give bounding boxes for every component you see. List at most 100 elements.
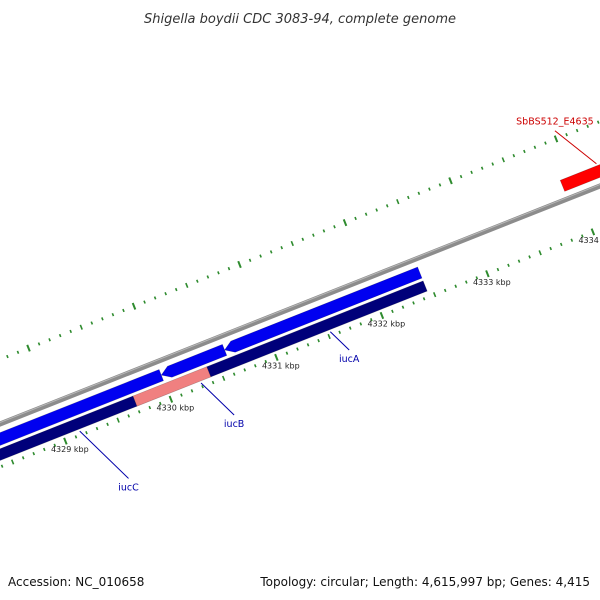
- label-iucB: iucB: [224, 419, 244, 430]
- gene-features: [0, 164, 600, 461]
- inner-tick: [159, 401, 162, 406]
- outer-tick: [16, 350, 20, 355]
- outer-tick: [553, 135, 559, 143]
- genome-backbone: [0, 183, 600, 427]
- scale-label-4333: 4333 kbp: [473, 278, 511, 287]
- map-title: Shigella boydii CDC 3083-94, complete ge…: [144, 12, 456, 27]
- outer-tick: [322, 229, 326, 233]
- outer-tick: [533, 145, 537, 149]
- inner-tick: [590, 228, 596, 236]
- inner-tick: [232, 372, 236, 376]
- forward-gene-SbBS512_E4635: [559, 164, 600, 192]
- outer-tick: [586, 124, 589, 129]
- outer-tick: [417, 191, 421, 195]
- outer-tick: [354, 216, 357, 221]
- reverse-gene-iucA: [224, 266, 423, 353]
- inner-tick: [454, 284, 458, 288]
- outer-tick: [248, 258, 252, 262]
- outer-tick: [196, 279, 199, 283]
- inner-tick: [243, 368, 247, 372]
- inner-tick: [306, 343, 310, 347]
- inner-tick: [391, 309, 394, 314]
- inner-tick: [95, 426, 99, 431]
- outer-tick: [375, 208, 378, 212]
- outer-tick: [501, 157, 505, 163]
- inner-tick: [137, 410, 141, 414]
- inner-tick: [549, 246, 553, 251]
- inner-tick: [412, 301, 415, 305]
- outer-tick: [480, 166, 484, 170]
- outer-tick: [259, 254, 262, 258]
- outer-tick: [428, 187, 431, 191]
- label-iucB-leader: [200, 382, 235, 416]
- accession-text: Accession: NC_010658: [8, 575, 144, 589]
- outer-tick: [385, 204, 389, 208]
- outer-tick: [596, 120, 600, 124]
- outer-tick: [79, 324, 83, 330]
- inner-tick: [401, 305, 405, 309]
- outer-tick: [438, 183, 442, 187]
- outer-tick: [227, 266, 231, 271]
- feature-labels: SbBS512_E4635SbBS512_E4641SbBS512_E4644i…: [79, 117, 597, 493]
- inner-tick: [370, 318, 373, 322]
- label-iucA-leader: [329, 331, 350, 351]
- inner-tick: [42, 447, 46, 452]
- outer-tick: [122, 308, 125, 313]
- outer-tick: [312, 233, 315, 237]
- outer-tick: [407, 195, 410, 200]
- outer-tick: [523, 149, 526, 154]
- inner-tick: [581, 234, 584, 238]
- scale-labels: 4329 kbp 4330 kbp 4331 kbp 4332 kbp 4333 kbp…: [51, 236, 600, 454]
- outer-tick: [342, 218, 348, 227]
- outer-tick: [575, 128, 579, 133]
- inner-tick: [359, 322, 363, 326]
- inner-tick: [285, 351, 289, 355]
- inner-tick: [85, 431, 88, 435]
- inner-tick: [190, 389, 194, 393]
- outer-tick: [544, 141, 547, 145]
- inner-tick: [168, 395, 174, 403]
- inner-tick: [485, 270, 490, 278]
- outer-tick: [90, 321, 94, 325]
- inner-tick: [538, 250, 542, 256]
- label-SbBS512_E4635: SbBS512_E4635: [516, 117, 594, 128]
- inner-tick: [443, 288, 447, 293]
- inner-tick: [74, 435, 78, 439]
- outer-tick: [174, 287, 178, 292]
- inner-tick: [465, 280, 468, 284]
- backbone-line: [0, 183, 600, 427]
- outer-tick: [237, 260, 242, 269]
- inner-tick: [221, 375, 226, 381]
- tick-marks: [0, 120, 600, 468]
- outer-tick: [512, 153, 516, 158]
- label-SbBS512_E4635-leader: [554, 130, 597, 165]
- outer-tick: [37, 342, 41, 346]
- outer-tick: [206, 275, 210, 279]
- outer-tick: [131, 302, 137, 310]
- inner-tick: [422, 297, 426, 301]
- inner-tick: [274, 353, 279, 362]
- inner-tick: [10, 459, 15, 465]
- outer-tick: [396, 199, 400, 205]
- inner-tick: [517, 259, 521, 263]
- inner-tick: [528, 255, 531, 259]
- scale-label-4329: 4329 kbp: [51, 445, 89, 454]
- outer-tick: [153, 296, 157, 300]
- inner-tick: [148, 405, 152, 410]
- inner-tick: [432, 292, 437, 298]
- outer-tick: [565, 133, 568, 137]
- inner-tick: [180, 393, 183, 397]
- outer-tick: [143, 300, 146, 304]
- inner-tick: [264, 359, 268, 364]
- inner-tick: [32, 451, 36, 456]
- inner-tick: [201, 385, 204, 389]
- inner-tick: [317, 338, 320, 343]
- inner-track-gene: [206, 280, 428, 378]
- inner-tick: [21, 456, 25, 460]
- inner-tick: [559, 242, 563, 247]
- reverse-gene-iucB: [160, 344, 228, 378]
- inner-tick: [106, 422, 109, 427]
- scale-label-4330: 4330 kbp: [156, 403, 194, 412]
- inner-tick: [211, 380, 215, 385]
